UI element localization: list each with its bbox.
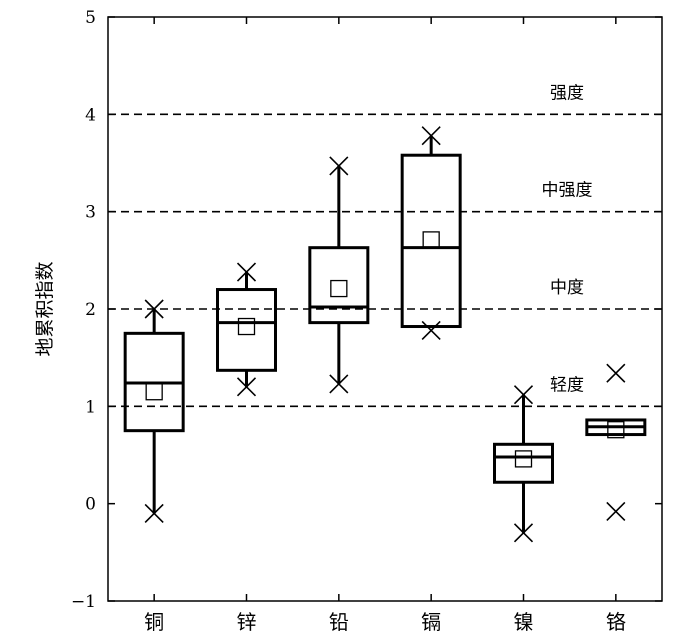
reference-label: 中度 <box>550 278 584 298</box>
x-category-label: 铜 <box>144 610 164 634</box>
max-marker <box>144 299 164 319</box>
mean-marker <box>607 421 625 439</box>
x-category-label: 铅 <box>329 610 349 634</box>
box-body <box>493 442 554 484</box>
box-铬 <box>585 363 647 522</box>
mean-marker <box>422 231 440 249</box>
mean-marker <box>330 279 348 298</box>
y-tick-label: 0 <box>85 495 96 515</box>
min-marker <box>329 374 349 394</box>
y-tick-label: 4 <box>85 105 96 125</box>
max-marker <box>421 126 441 146</box>
min-marker <box>421 320 441 340</box>
box-body <box>308 246 370 325</box>
x-category-label: 锌 <box>237 610 257 634</box>
max-marker <box>329 156 349 176</box>
y-axis-label: 地累积指数 <box>34 261 56 356</box>
axis-labels: 铜锌铅镉镍铬 <box>144 610 626 634</box>
box-body <box>400 153 462 329</box>
y-tick-label: −1 <box>71 592 96 612</box>
box-镍 <box>493 385 554 543</box>
x-category-label: 铬 <box>606 610 626 634</box>
box-body <box>216 288 277 372</box>
box-镉 <box>400 126 462 340</box>
x-category-label: 镉 <box>421 610 441 634</box>
box-铅 <box>308 156 370 394</box>
mean-marker <box>514 450 533 468</box>
min-marker <box>236 377 257 397</box>
box-铜 <box>123 299 185 523</box>
min-marker <box>606 501 626 522</box>
boxes <box>123 126 647 543</box>
max-marker <box>513 385 534 405</box>
reference-label: 轻度 <box>550 375 584 395</box>
y-tick-label: 5 <box>85 8 96 28</box>
min-marker <box>513 523 534 543</box>
reference-label: 强度 <box>550 83 584 103</box>
max-marker <box>606 363 626 383</box>
mean-marker <box>237 317 256 336</box>
y-tick-label: 2 <box>85 300 96 320</box>
box-锌 <box>216 262 277 397</box>
y-tick-label: 3 <box>85 203 96 223</box>
reference-label: 中强度 <box>542 181 593 201</box>
axis-ticks: −1 0 1 2 3 4 5 <box>71 8 662 612</box>
x-category-label: 镍 <box>514 610 534 634</box>
y-tick-label: 1 <box>85 397 96 417</box>
min-marker <box>144 503 164 523</box>
mean-marker <box>145 383 163 401</box>
max-marker <box>236 262 257 282</box>
